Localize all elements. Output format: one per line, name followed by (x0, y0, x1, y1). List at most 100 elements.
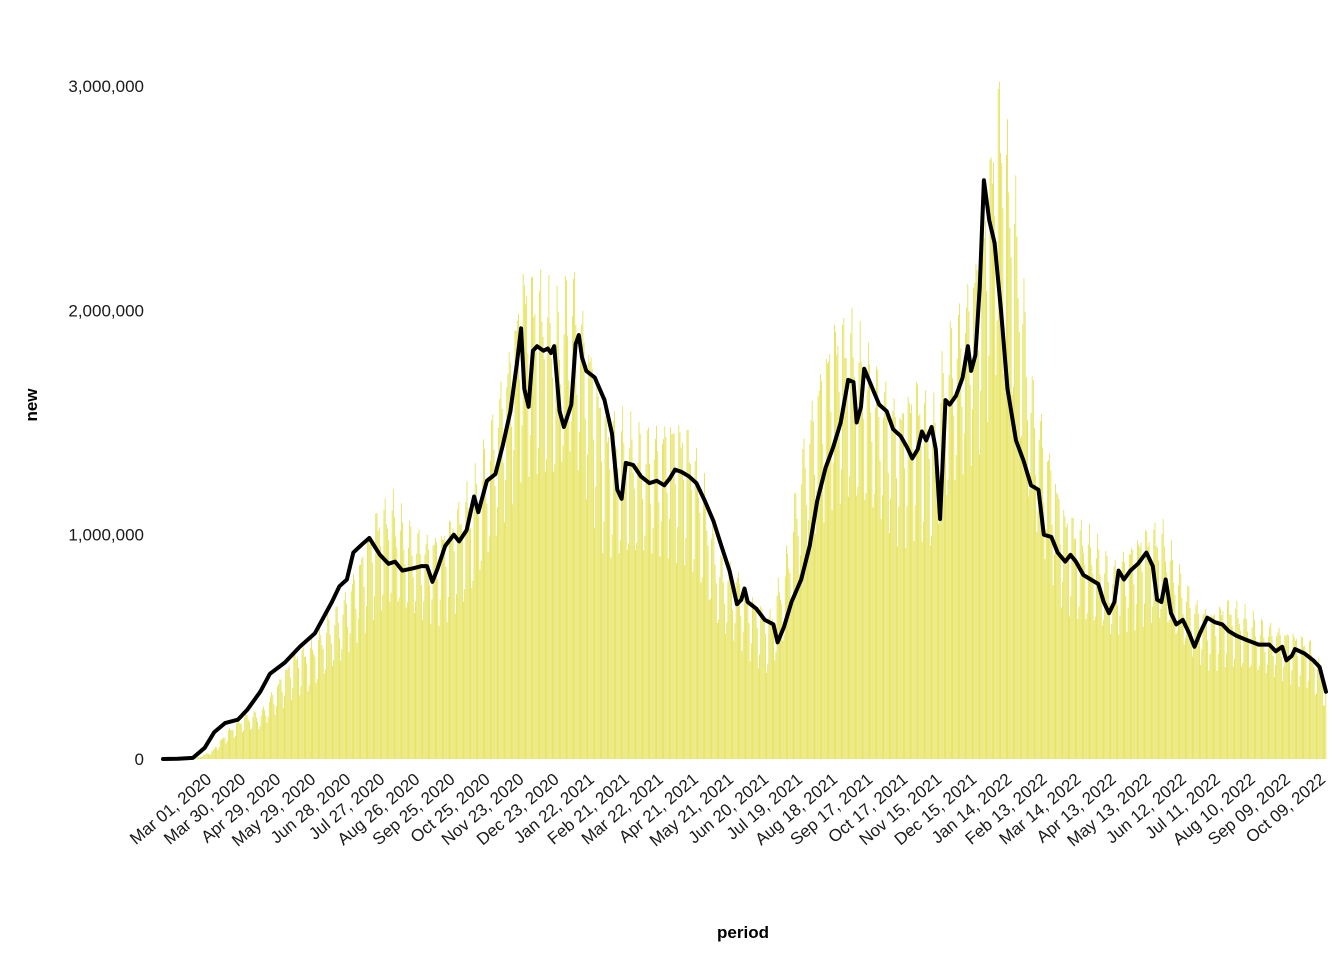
bar (602, 552, 604, 759)
bar (302, 647, 304, 759)
bar (693, 559, 695, 759)
bar (1042, 447, 1044, 759)
bar (897, 546, 899, 759)
bar (499, 398, 501, 759)
bar (734, 623, 736, 759)
bar (1280, 657, 1282, 759)
bar (1307, 680, 1309, 759)
bar (1084, 564, 1086, 759)
bar (625, 475, 627, 759)
bar (497, 507, 498, 759)
bar (263, 706, 264, 759)
bar (809, 443, 811, 759)
bar (1234, 658, 1235, 759)
bar (1034, 427, 1035, 759)
bar (411, 555, 413, 759)
bar (436, 542, 438, 759)
bar (291, 700, 292, 759)
bar (374, 595, 376, 759)
bar (247, 719, 249, 759)
bar (1161, 533, 1163, 759)
bar (770, 620, 772, 759)
bar (991, 183, 993, 759)
bar (618, 553, 620, 759)
bar (1004, 352, 1006, 759)
bar (1059, 544, 1061, 759)
bar (569, 451, 571, 759)
bar (402, 522, 404, 759)
bar (1131, 547, 1133, 759)
bar (949, 321, 951, 759)
bar (580, 337, 581, 759)
bar (932, 429, 934, 759)
bar (720, 554, 722, 759)
bar (1090, 547, 1092, 759)
bar (260, 716, 262, 759)
bar (983, 237, 985, 759)
bar (1238, 623, 1240, 759)
bar (294, 654, 296, 759)
bar (568, 380, 570, 759)
bar (889, 532, 890, 759)
bar (234, 735, 236, 759)
bar (507, 373, 509, 759)
bar (794, 493, 796, 759)
bar (1058, 499, 1060, 759)
bar (900, 420, 902, 759)
bar (1112, 584, 1114, 759)
bar (356, 643, 358, 759)
bar (814, 474, 815, 759)
bar (1321, 684, 1323, 759)
bar (1254, 619, 1255, 759)
bar (835, 332, 836, 759)
bar (704, 473, 705, 759)
bar (1021, 436, 1023, 759)
bar (340, 660, 342, 759)
bar (838, 391, 840, 759)
bar (1316, 693, 1317, 759)
bar (623, 443, 625, 759)
bar (1285, 636, 1287, 759)
bar (984, 221, 986, 759)
bar (373, 619, 374, 759)
bar (881, 495, 883, 759)
bar (375, 513, 377, 759)
bar (769, 608, 771, 759)
bar (1199, 638, 1200, 759)
bar (610, 557, 612, 759)
bar (1183, 644, 1185, 759)
bar (755, 606, 757, 759)
bar (1279, 635, 1281, 759)
bar (1247, 631, 1248, 759)
bar (899, 417, 901, 759)
bar (1162, 519, 1164, 759)
bar (967, 284, 969, 759)
bar (691, 489, 693, 759)
bar (229, 728, 230, 759)
bar (686, 429, 688, 759)
bar (536, 474, 538, 759)
bar (945, 427, 946, 759)
bar (958, 315, 959, 759)
bar (782, 640, 784, 759)
bar (818, 390, 820, 759)
bar (855, 396, 856, 759)
bar (385, 523, 387, 759)
bar (628, 543, 629, 759)
bar (901, 413, 903, 759)
bar (251, 728, 253, 759)
bar (224, 738, 226, 759)
bar (663, 439, 664, 759)
bar (561, 461, 563, 759)
bar (948, 375, 950, 759)
bar (316, 679, 318, 759)
bar (284, 696, 285, 759)
y-tick-label: 3,000,000 (68, 77, 144, 96)
bar (443, 540, 445, 759)
bar (1230, 614, 1232, 759)
bar (743, 589, 745, 759)
bar (1096, 558, 1097, 759)
bar (1135, 604, 1137, 759)
bar (1032, 380, 1034, 759)
